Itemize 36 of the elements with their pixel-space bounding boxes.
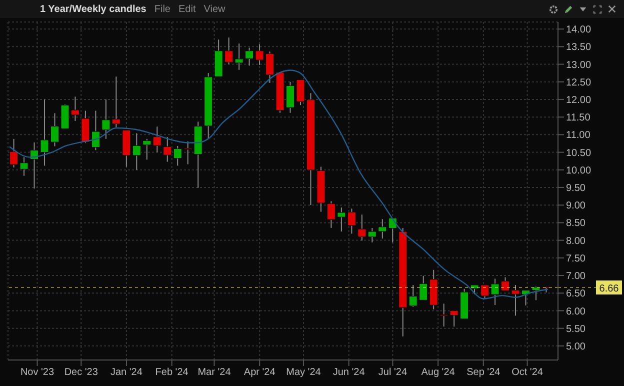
x-tick-label: Sep '24: [466, 367, 501, 378]
y-tick-label: 9.00: [566, 200, 586, 212]
x-tick-label: Oct '24: [512, 367, 544, 378]
y-tick-label: 14.00: [566, 24, 592, 36]
text: View: [204, 4, 226, 14]
x-tick-label: Feb '24: [155, 367, 189, 378]
x-tick-label: Jan '24: [110, 367, 143, 378]
y-tick-label: 12.50: [566, 77, 592, 88]
y-tick-label: 10.50: [566, 148, 592, 159]
x-tick-label: Mar '24: [198, 367, 232, 378]
y-tick-label: 13.00: [566, 60, 592, 71]
chart-title: 1 Year/Weekly candles: [40, 4, 146, 14]
y-tick-label: 13.50: [566, 42, 592, 54]
x-tick-label: Jun '24: [332, 367, 366, 378]
y-tick-label: 6.00: [566, 306, 586, 318]
x-tick-label: Nov '23: [20, 367, 54, 378]
y-tick-label: 5.50: [566, 324, 586, 335]
x-tick-label: Apr '24: [244, 367, 276, 378]
y-tick-label: 9.50: [566, 183, 586, 194]
x-tick-label: May '24: [286, 367, 322, 378]
text: File: [154, 4, 170, 14]
x-tick-label: Dec '23: [64, 367, 98, 378]
y-tick-label: 8.50: [566, 218, 586, 230]
x-tick-label: Jul '24: [378, 367, 408, 378]
y-tick-label: 8.00: [566, 236, 586, 247]
y-tick-label: 5.00: [566, 341, 586, 352]
y-tick-label: 11.50: [566, 112, 591, 124]
y-tick-label: 12.00: [566, 95, 592, 106]
text: Edit: [178, 4, 196, 14]
y-tick-label: 7.50: [566, 253, 586, 264]
y-tick-label: 6.50: [566, 288, 586, 300]
y-tick-label: 7.00: [566, 271, 586, 282]
x-tick-label: Aug '24: [421, 367, 456, 378]
ref-line-label: 6.66: [599, 283, 620, 294]
y-tick-label: 11.00: [566, 130, 591, 142]
y-tick-label: 10.00: [566, 165, 592, 176]
